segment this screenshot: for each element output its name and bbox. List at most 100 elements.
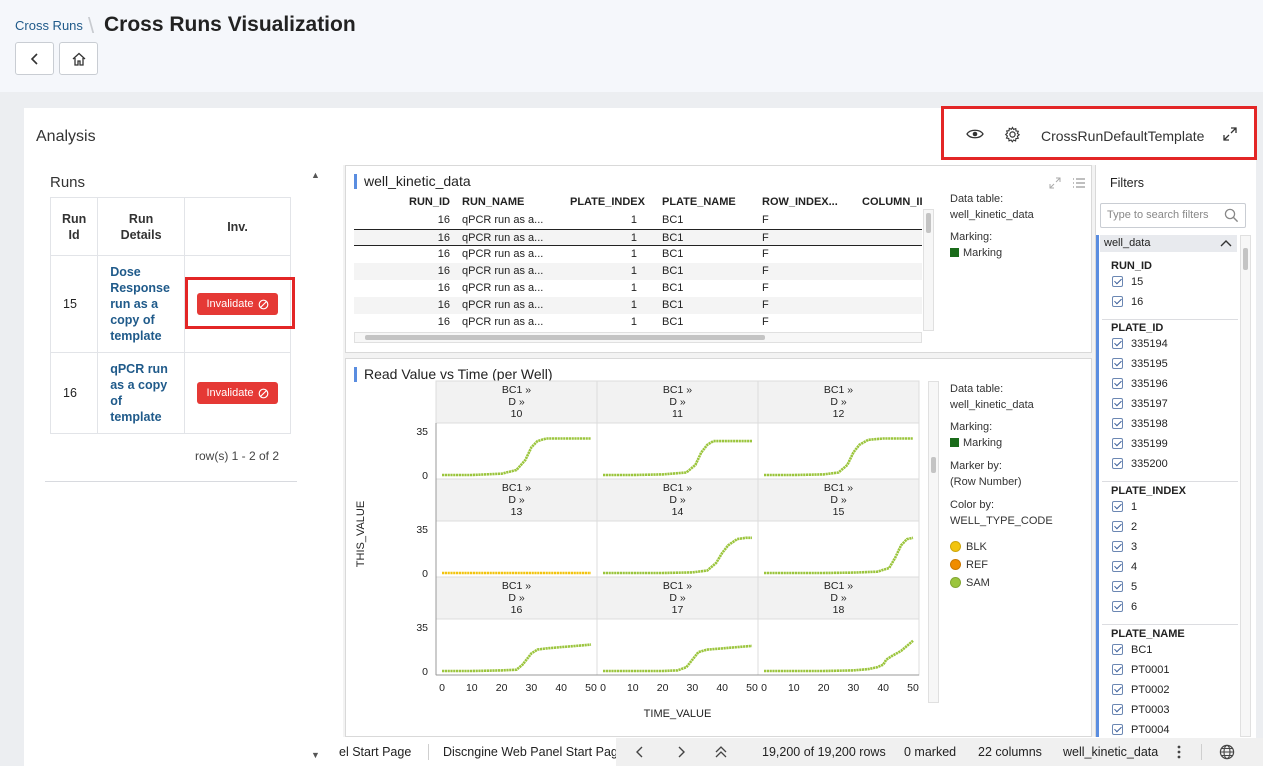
- chart-vscroll[interactable]: [928, 381, 939, 703]
- col-run-name-header[interactable]: RUN_NAME: [462, 196, 525, 208]
- col-run-id-header[interactable]: RUN_ID: [409, 196, 450, 208]
- gear-icon[interactable]: [1004, 126, 1021, 143]
- next-page-icon[interactable]: [676, 746, 686, 758]
- filter-group-title[interactable]: PLATE_INDEX: [1111, 485, 1186, 497]
- checkbox[interactable]: [1112, 296, 1123, 307]
- data-table-hscroll[interactable]: [354, 332, 922, 343]
- legend-item-ref[interactable]: REF: [950, 557, 1053, 573]
- filter-checkbox-item[interactable]: PT0004: [1112, 724, 1170, 738]
- checkbox[interactable]: [1112, 458, 1123, 469]
- col-row-index-header[interactable]: ROW_INDEX...: [762, 196, 838, 208]
- page-tab-start-page[interactable]: el Start Page: [339, 745, 412, 759]
- scroll-down-arrow[interactable]: ▼: [311, 750, 320, 760]
- table-row[interactable]: 16 qPCR run as a... 1 BC1 F: [354, 229, 922, 246]
- checkbox[interactable]: [1112, 684, 1123, 695]
- filter-checkbox-item[interactable]: PT0002: [1112, 684, 1170, 698]
- globe-icon[interactable]: [1219, 744, 1235, 760]
- checkbox[interactable]: [1112, 704, 1123, 715]
- run-details-link[interactable]: Dose Response run as a copy of template: [97, 255, 185, 353]
- eye-icon[interactable]: [966, 127, 984, 141]
- checkbox[interactable]: [1112, 276, 1123, 287]
- filter-checkbox-item[interactable]: 335194: [1112, 338, 1168, 352]
- filter-checkbox-item[interactable]: BC1: [1112, 644, 1152, 658]
- col-plate-index-header[interactable]: PLATE_INDEX: [570, 196, 645, 208]
- trellis-row-label: D »: [830, 494, 847, 506]
- filter-group-title[interactable]: RUN_ID: [1111, 260, 1152, 272]
- filter-group-title[interactable]: PLATE_ID: [1111, 322, 1164, 334]
- col-plate-name-header[interactable]: PLATE_NAME: [662, 196, 736, 208]
- run-details-link[interactable]: qPCR run as a copy of template: [97, 352, 185, 434]
- filters-vscroll[interactable]: [1240, 235, 1251, 737]
- filter-checkbox-item[interactable]: 335200: [1112, 458, 1168, 472]
- checkbox[interactable]: [1112, 541, 1123, 552]
- chart-panel: Read Value vs Time (per Well) BC1 » D » 10…: [345, 358, 1092, 737]
- filter-checkbox-item[interactable]: 335195: [1112, 358, 1168, 372]
- home-button[interactable]: [59, 42, 98, 75]
- series-line-well-10[interactable]: [442, 437, 591, 477]
- filter-checkbox-item[interactable]: 5: [1112, 581, 1137, 595]
- maximize-icon[interactable]: [1049, 177, 1061, 189]
- table-row[interactable]: 16 qPCR run as a... 1 BC1 F: [354, 263, 922, 280]
- checkbox[interactable]: [1112, 664, 1123, 675]
- back-button[interactable]: [15, 42, 54, 75]
- filter-checkbox-item[interactable]: 16: [1112, 296, 1143, 310]
- prev-page-icon[interactable]: [635, 746, 645, 758]
- series-line-well-14[interactable]: [603, 536, 752, 575]
- legend-item-blk[interactable]: BLK: [950, 539, 1053, 555]
- filter-search-input[interactable]: Type to search filters: [1100, 203, 1246, 228]
- filter-checkbox-item[interactable]: 1: [1112, 501, 1137, 515]
- series-line-well-15[interactable]: [764, 536, 914, 575]
- filter-checkbox-item[interactable]: PT0003: [1112, 704, 1170, 718]
- checkbox[interactable]: [1112, 398, 1123, 409]
- filter-checkbox-item[interactable]: 335198: [1112, 418, 1168, 432]
- filter-checkbox-item[interactable]: 335199: [1112, 438, 1168, 452]
- active-table-status[interactable]: well_kinetic_data: [1063, 745, 1159, 759]
- legend-item-sam[interactable]: SAM: [950, 575, 1053, 591]
- table-row[interactable]: 16 qPCR run as a... 1 BC1 F: [354, 212, 922, 229]
- checkbox[interactable]: [1112, 378, 1123, 389]
- table-row[interactable]: 16 qPCR run as a... 1 BC1 F: [354, 246, 922, 263]
- table-row[interactable]: 16 qPCR run as a... 1 BC1 F: [354, 297, 922, 314]
- checkbox[interactable]: [1112, 561, 1123, 572]
- filter-checkbox-item[interactable]: 335196: [1112, 378, 1168, 392]
- series-line-well-12[interactable]: [764, 437, 913, 477]
- scroll-up-arrow[interactable]: ▲: [311, 170, 320, 180]
- checkbox[interactable]: [1112, 358, 1123, 369]
- series-line-well-11[interactable]: [603, 439, 752, 477]
- filter-checkbox-item[interactable]: 335197: [1112, 398, 1168, 412]
- table-row[interactable]: 16 qPCR run as a... 1 BC1 F: [354, 314, 922, 331]
- checkbox[interactable]: [1112, 724, 1123, 735]
- invalidate-button[interactable]: Invalidate: [196, 293, 278, 315]
- menu-icon[interactable]: [1072, 177, 1086, 189]
- filter-checkbox-item[interactable]: 2: [1112, 521, 1137, 535]
- series-line-well-16[interactable]: [442, 643, 592, 673]
- invalidate-button[interactable]: Invalidate: [196, 382, 278, 404]
- checkbox[interactable]: [1112, 501, 1123, 512]
- double-chevron-up-icon[interactable]: [714, 745, 728, 759]
- checkbox[interactable]: [1112, 418, 1123, 429]
- filter-group-title[interactable]: PLATE_NAME: [1111, 628, 1185, 640]
- template-name[interactable]: CrossRunDefaultTemplate: [1041, 128, 1205, 144]
- table-row[interactable]: 16 qPCR run as a... 1 BC1 F: [354, 280, 922, 297]
- checkbox[interactable]: [1112, 601, 1123, 612]
- col-column-index-header[interactable]: COLUMN_II: [862, 196, 923, 208]
- filter-tab-well-data[interactable]: well_data: [1100, 235, 1237, 252]
- filter-checkbox-item[interactable]: 4: [1112, 561, 1137, 575]
- checkbox[interactable]: [1112, 644, 1123, 655]
- chevron-up-icon[interactable]: [1220, 239, 1232, 248]
- series-line-well-17[interactable]: [603, 644, 753, 673]
- more-vertical-icon[interactable]: [1176, 745, 1182, 759]
- breadcrumb-cross-runs[interactable]: Cross Runs: [15, 18, 83, 33]
- series-line-well-18[interactable]: [764, 639, 914, 673]
- filter-checkbox-item[interactable]: 3: [1112, 541, 1137, 555]
- filter-checkbox-item[interactable]: 15: [1112, 276, 1143, 290]
- checkbox[interactable]: [1112, 438, 1123, 449]
- page-tab-web-panel[interactable]: Discngine Web Panel Start Page: [443, 745, 616, 759]
- checkbox[interactable]: [1112, 581, 1123, 592]
- checkbox[interactable]: [1112, 521, 1123, 532]
- data-table-vscroll[interactable]: [923, 209, 934, 331]
- expand-icon[interactable]: [1222, 126, 1238, 142]
- filter-checkbox-item[interactable]: 6: [1112, 601, 1137, 615]
- checkbox[interactable]: [1112, 338, 1123, 349]
- filter-checkbox-item[interactable]: PT0001: [1112, 664, 1170, 678]
